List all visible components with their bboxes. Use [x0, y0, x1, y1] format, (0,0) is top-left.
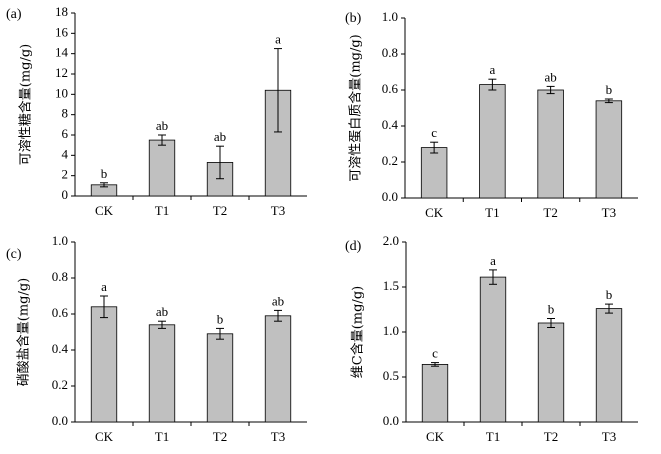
y-tick-label: 2: [62, 167, 69, 182]
y-tick-label: 8: [62, 106, 69, 121]
x-category-label: T1: [155, 203, 169, 218]
y-axis-label: 维C含量(mg/g): [350, 286, 366, 378]
y-tick-label: 18: [55, 4, 68, 19]
significance-letter: ab: [544, 69, 556, 84]
x-category-label: T2: [544, 429, 558, 444]
y-axis-label: 硝酸盐含量(mg/g): [16, 278, 32, 387]
panel-label: (d): [345, 239, 362, 254]
bar-ck: [420, 147, 448, 199]
y-axis-label: 可溶性糖含量(mg/g): [18, 44, 34, 166]
y-tick-label: 0.6: [382, 81, 399, 96]
y-tick-label: 16: [55, 24, 69, 39]
significance-letter: ab: [272, 293, 284, 308]
x-category-label: CK: [95, 203, 114, 218]
panel-b: (b) 可溶性蛋白质含量(mg/g) 0.0 0.2 0.4 0.6 0.8 1.0 c CK a T…: [345, 9, 638, 220]
y-tick-label: 4: [62, 146, 69, 161]
x-category-label: T3: [271, 203, 285, 218]
panel-label: (b): [345, 11, 362, 26]
y-tick-label: 0.0: [52, 413, 68, 428]
y-tick-label: 1.0: [383, 323, 399, 338]
x-category-label: T1: [155, 429, 169, 444]
y-tick-label: 0.8: [52, 269, 68, 284]
y-tick-label: 2.0: [383, 233, 399, 248]
y-tick-label: 14: [55, 45, 69, 60]
significance-letter: ab: [156, 118, 168, 133]
x-category-label: T3: [602, 205, 616, 220]
significance-letter: a: [101, 279, 107, 294]
y-tick-label: 10: [55, 85, 68, 100]
y-tick-label: 0.2: [52, 377, 68, 392]
bar-t3: [595, 100, 623, 199]
significance-letter: b: [217, 311, 224, 326]
significance-letter: ab: [214, 129, 226, 144]
y-tick-label: 6: [62, 126, 69, 141]
significance-letter: b: [548, 302, 555, 317]
significance-letter: b: [101, 166, 108, 181]
panel-label: (c): [6, 247, 22, 262]
bar-ck: [421, 363, 449, 423]
significance-letter: ab: [156, 304, 168, 319]
significance-letter: a: [275, 32, 281, 47]
panel-d: (d) 维C含量(mg/g) 0.0 0.5 1.0 1.5 2.0 c CK a T1 b T2 b T3: [345, 233, 638, 444]
x-category-label: T2: [213, 429, 227, 444]
y-tick-label: 0.6: [52, 305, 69, 320]
y-axis-label: 可溶性蛋白质含量(mg/g): [348, 34, 364, 182]
x-category-label: T1: [485, 205, 499, 220]
y-tick-label: 0: [62, 187, 69, 202]
bar-t3: [264, 315, 292, 423]
panel-a: (a) 可溶性糖含量(mg/g) 0 2 4 6 8 10 12 14 16 18 b CK ab T1 ab T…: [6, 4, 307, 218]
y-tick-label: 0.4: [52, 341, 69, 356]
y-tick-label: 1.5: [383, 278, 399, 293]
y-tick-label: 0.5: [383, 368, 399, 383]
y-tick-label: 0.4: [382, 117, 399, 132]
x-category-label: T3: [271, 429, 285, 444]
significance-letter: b: [606, 82, 613, 97]
x-category-label: T1: [486, 429, 500, 444]
significance-letter: c: [431, 125, 437, 140]
x-category-label: T2: [543, 205, 557, 220]
y-tick-label: 0.8: [382, 45, 398, 60]
significance-letter: b: [606, 287, 613, 302]
y-tick-label: 0.0: [383, 413, 399, 428]
significance-letter: a: [489, 62, 495, 77]
y-tick-label: 1.0: [382, 9, 398, 24]
y-tick-label: 0.2: [382, 153, 398, 168]
bar-t2: [206, 333, 234, 423]
bar-t1: [479, 276, 507, 423]
y-tick-label: 0.0: [382, 189, 398, 204]
bar-t1: [148, 139, 176, 197]
x-category-label: CK: [95, 429, 114, 444]
bar-t2: [537, 322, 565, 423]
bar-t1: [479, 84, 506, 199]
x-category-label: T3: [602, 429, 616, 444]
bar-t1: [148, 324, 176, 423]
significance-letter: a: [490, 253, 496, 268]
bar-ck: [90, 306, 118, 423]
x-category-label: CK: [426, 429, 445, 444]
bar-t3: [595, 308, 623, 423]
y-tick-label: 12: [55, 65, 68, 80]
bar-t2: [537, 89, 564, 199]
x-category-label: T2: [213, 203, 227, 218]
panel-label: (a): [6, 7, 22, 22]
y-tick-label: 1.0: [52, 233, 68, 248]
significance-letter: c: [432, 346, 438, 361]
x-category-label: CK: [425, 205, 444, 220]
panel-c: (c) 硝酸盐含量(mg/g) 0.0 0.2 0.4 0.6 0.8 1.0 a CK ab T1 b…: [6, 233, 307, 444]
